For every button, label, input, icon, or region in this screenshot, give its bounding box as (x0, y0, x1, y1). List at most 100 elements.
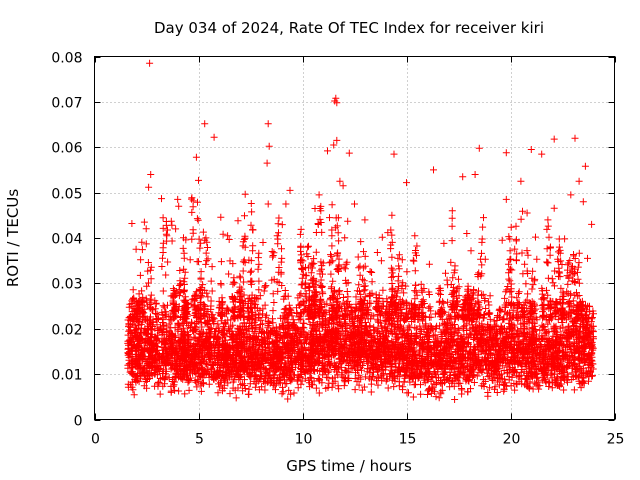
data-point (374, 381, 382, 389)
data-point (471, 323, 479, 331)
data-point (483, 369, 491, 377)
chart-title: Day 034 of 2024, Rate Of TEC Index for r… (154, 19, 544, 37)
data-point (306, 352, 314, 360)
data-point (425, 385, 433, 393)
data-point (493, 364, 501, 372)
data-point (199, 374, 207, 382)
data-point (531, 326, 539, 333)
data-point (482, 354, 490, 362)
data-point (376, 334, 384, 342)
data-point (355, 371, 363, 379)
data-point (296, 373, 304, 381)
data-point (164, 352, 172, 360)
data-point (219, 337, 226, 345)
data-point (451, 370, 459, 378)
data-point (432, 393, 440, 401)
data-point (418, 370, 426, 378)
data-point (262, 344, 269, 352)
data-point (206, 324, 214, 332)
data-point (360, 335, 368, 343)
data-point (455, 380, 463, 388)
data-point (167, 365, 175, 373)
data-points (124, 59, 597, 403)
data-point (288, 376, 296, 384)
data-point (491, 385, 498, 393)
data-point (415, 374, 423, 381)
data-point (230, 351, 238, 359)
data-point (292, 324, 300, 332)
data-point (245, 390, 253, 398)
data-point (363, 368, 371, 376)
data-point (403, 389, 411, 397)
data-point (335, 355, 343, 363)
data-point (361, 373, 369, 381)
data-point (438, 330, 446, 338)
data-point (358, 366, 365, 374)
data-point (563, 351, 571, 359)
data-point (276, 324, 284, 332)
data-point (284, 395, 292, 403)
data-point (465, 348, 473, 356)
data-point (417, 390, 425, 398)
data-point (246, 380, 254, 388)
data-point (461, 370, 469, 378)
data-point (329, 328, 337, 336)
data-point (512, 380, 520, 388)
data-point (458, 386, 466, 394)
data-point (479, 290, 487, 298)
data-point (547, 371, 555, 379)
data-point (410, 351, 418, 359)
data-point (376, 347, 384, 355)
data-point (315, 389, 323, 397)
data-point (478, 368, 486, 376)
data-point (588, 343, 596, 351)
data-point (142, 334, 150, 342)
data-point (463, 320, 471, 328)
data-point (229, 384, 237, 392)
data-point (191, 334, 199, 342)
data-point (156, 390, 164, 398)
data-point (342, 320, 350, 328)
data-point (370, 368, 377, 376)
data-point (161, 341, 169, 349)
data-point (513, 369, 521, 377)
data-point (241, 376, 248, 384)
data-point (127, 381, 135, 389)
data-point (561, 327, 569, 335)
data-point (343, 353, 351, 361)
data-point (460, 323, 467, 331)
data-point (186, 324, 194, 332)
data-point (232, 394, 240, 402)
data-point (136, 333, 144, 341)
data-point (434, 368, 442, 376)
data-point (508, 320, 515, 328)
data-point (253, 332, 261, 340)
data-point (553, 376, 560, 384)
data-point (248, 322, 256, 330)
data-point (496, 371, 504, 379)
data-point (557, 331, 565, 339)
data-point (399, 386, 406, 394)
data-point (485, 351, 493, 359)
data-point (184, 378, 192, 386)
data-point (570, 325, 578, 333)
data-point (341, 342, 349, 350)
data-point (340, 382, 348, 390)
data-point (419, 335, 426, 343)
data-point (445, 311, 453, 319)
data-point (576, 355, 583, 363)
data-point (309, 324, 316, 332)
data-point (405, 322, 413, 330)
data-point (306, 320, 314, 328)
data-point (255, 386, 263, 394)
data-point (420, 343, 428, 351)
data-point (240, 382, 248, 389)
data-point (468, 290, 476, 298)
data-point (202, 367, 210, 375)
data-point (140, 352, 148, 360)
data-point (287, 390, 295, 398)
data-point (327, 346, 335, 354)
data-point (154, 327, 162, 334)
data-point (420, 324, 428, 332)
data-point (191, 377, 199, 384)
